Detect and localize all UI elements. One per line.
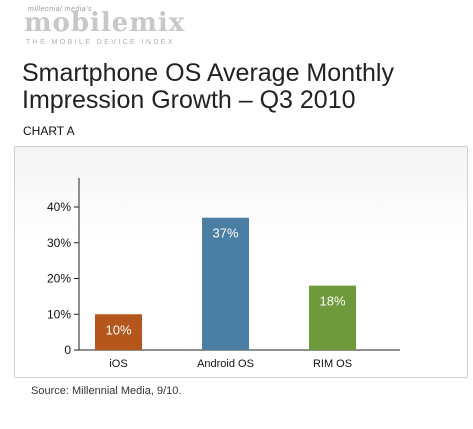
brand-subtitle: THE MOBILE DEVICE INDEX	[26, 39, 175, 46]
y-tick-label: 30%	[47, 236, 71, 250]
y-tick-label: 40%	[47, 200, 71, 214]
bar-1	[202, 217, 249, 350]
bar-0	[95, 314, 142, 350]
bar-2	[309, 285, 356, 350]
chart-title: Smartphone OS Average Monthly Impression…	[22, 60, 462, 114]
x-tick-label: Android OS	[197, 358, 254, 370]
source-note: Source: Millennial Media, 9/10.	[31, 385, 182, 397]
x-tick-label: iOS	[109, 358, 127, 370]
bar-value-label: 18%	[319, 294, 345, 309]
y-tick-label: 20%	[47, 272, 71, 286]
y-tick-label: 0	[64, 343, 71, 357]
chart-title-line1: Smartphone OS Average Monthly	[22, 59, 394, 87]
x-tick-label: RIM OS	[313, 358, 352, 370]
chart-label: CHART A	[23, 124, 75, 138]
bar-value-label: 37%	[212, 226, 238, 241]
bar-value-label: 10%	[105, 322, 131, 337]
chart-title-line2: Impression Growth – Q3 2010	[22, 86, 356, 114]
brand-logo-text: mobilemix	[24, 8, 186, 38]
brand-tagline-small: millennial media's	[28, 6, 93, 13]
y-tick-label: 10%	[47, 307, 71, 321]
